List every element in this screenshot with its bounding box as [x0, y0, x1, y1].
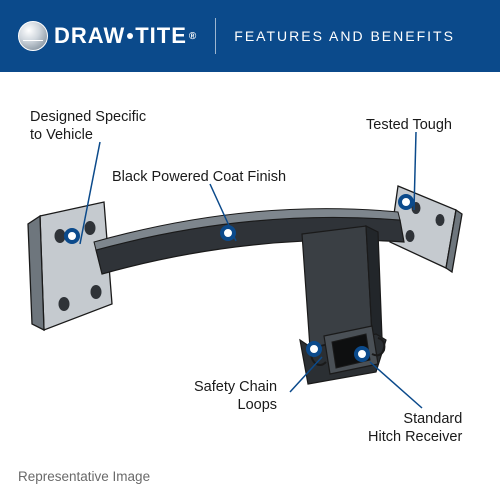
diagram-stage: Designed Specific to Vehicle Tested Tough…	[0, 72, 500, 500]
header-divider	[215, 18, 216, 54]
header-bar: DRAW TITE ® FEATURES AND BENEFITS	[0, 0, 500, 72]
registered-mark: ®	[189, 31, 197, 42]
callout-marker-icon	[398, 194, 414, 210]
hitch-ball-icon	[18, 21, 48, 51]
callout-tested: Tested Tough	[366, 116, 452, 134]
callout-label: Standard Hitch Receiver	[368, 410, 462, 446]
footer-note: Representative Image	[18, 469, 150, 484]
brand-logo: DRAW TITE ®	[18, 21, 197, 51]
callout-receiver: Standard Hitch Receiver	[368, 410, 462, 446]
callout-label: Tested Tough	[366, 116, 452, 134]
callout-marker-icon	[306, 341, 322, 357]
callout-label: Safety Chain Loops	[194, 378, 277, 414]
brand-word-1: DRAW	[54, 23, 125, 49]
brand-dot-icon	[127, 33, 133, 39]
callout-label: Black Powered Coat Finish	[112, 168, 286, 186]
header-subtitle: FEATURES AND BENEFITS	[234, 28, 455, 44]
brand-word-2: TITE	[135, 23, 187, 49]
callout-marker-icon	[354, 346, 370, 362]
callout-marker-icon	[220, 225, 236, 241]
callout-designed: Designed Specific to Vehicle	[30, 108, 146, 144]
callout-marker-icon	[64, 228, 80, 244]
callout-label: Designed Specific to Vehicle	[30, 108, 146, 144]
callout-chain: Safety Chain Loops	[194, 378, 277, 414]
brand-wordmark: DRAW TITE ®	[54, 23, 197, 49]
callout-coat: Black Powered Coat Finish	[112, 168, 286, 186]
